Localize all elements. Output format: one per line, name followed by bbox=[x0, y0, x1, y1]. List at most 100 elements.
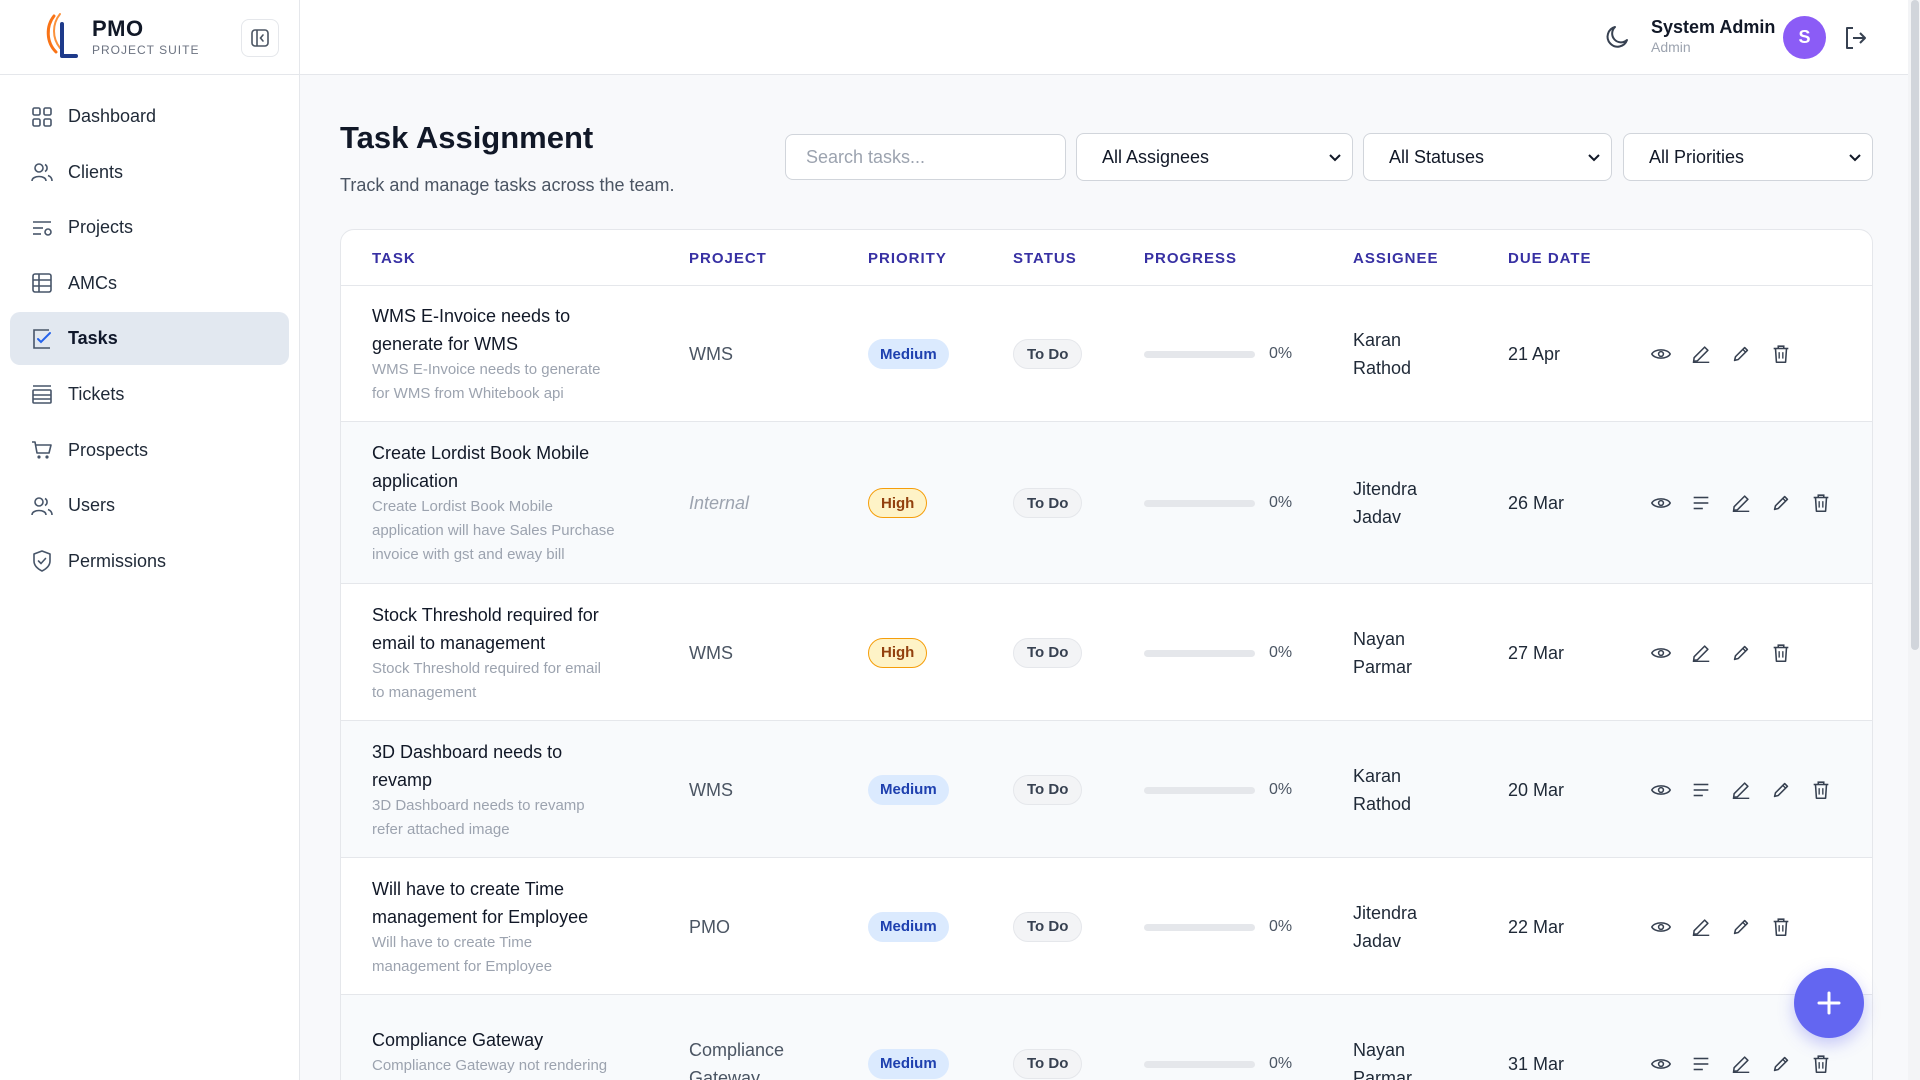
sidebar-item-permissions[interactable]: Permissions bbox=[10, 535, 289, 588]
table-row[interactable]: WMS E-Invoice needs to generate for WMS WM… bbox=[341, 286, 1872, 422]
task-description-line: Will have to create Time bbox=[372, 934, 533, 951]
trash-icon[interactable] bbox=[1769, 342, 1793, 366]
due-date: 26 Mar bbox=[1508, 493, 1565, 513]
task-check-icon bbox=[30, 327, 54, 351]
sidebar-item-projects[interactable]: Projects bbox=[10, 201, 289, 254]
row-actions bbox=[1649, 1052, 1849, 1076]
avatar[interactable]: S bbox=[1783, 16, 1826, 59]
tickets-icon bbox=[30, 382, 54, 406]
view-icon[interactable] bbox=[1649, 342, 1673, 366]
brand-subtitle: PROJECT SUITE bbox=[92, 43, 200, 57]
row-actions bbox=[1649, 915, 1809, 939]
notes-icon[interactable] bbox=[1689, 491, 1713, 515]
progress-bar bbox=[1144, 649, 1255, 657]
moon-icon[interactable] bbox=[1603, 22, 1633, 52]
status-badge: To Do bbox=[1013, 339, 1083, 369]
priority-filter-select[interactable]: All Priorities bbox=[1623, 133, 1873, 181]
trash-icon[interactable] bbox=[1809, 1052, 1833, 1076]
sidebar-item-tasks[interactable]: Tasks bbox=[10, 312, 289, 366]
column-header-progress[interactable]: PROGRESS bbox=[1144, 250, 1238, 267]
progress-value: 0% bbox=[1269, 1054, 1293, 1072]
project-name: PMO bbox=[689, 913, 819, 941]
project-name: Internal bbox=[689, 489, 819, 517]
assignee-filter-select[interactable]: All Assignees bbox=[1076, 133, 1353, 181]
task-title[interactable]: Stock Threshold required for email to man… bbox=[372, 601, 632, 657]
sidebar-item-clients[interactable]: Clients bbox=[10, 146, 289, 199]
table-row[interactable]: Will have to create Time management for E… bbox=[341, 858, 1872, 995]
sidebar-item-label: Projects bbox=[68, 217, 134, 238]
page-scrollbar-thumb[interactable] bbox=[1911, 0, 1919, 650]
table-row[interactable]: 3D Dashboard needs to revamp 3D Dashboard … bbox=[341, 721, 1872, 858]
pencil-icon[interactable] bbox=[1769, 491, 1793, 515]
logout-icon[interactable] bbox=[1843, 25, 1869, 51]
sidebar-item-users[interactable]: Users bbox=[10, 479, 289, 532]
trash-icon[interactable] bbox=[1769, 915, 1793, 939]
cart-icon bbox=[30, 438, 54, 462]
assignee-name-line: Parmar bbox=[1353, 1068, 1413, 1080]
trash-icon[interactable] bbox=[1769, 641, 1793, 665]
due-date: 21 Apr bbox=[1508, 344, 1561, 364]
task-title[interactable]: WMS E-Invoice needs to generate for WMS bbox=[372, 302, 632, 358]
column-header-due-date[interactable]: DUE DATE bbox=[1508, 250, 1592, 267]
progress-bar bbox=[1144, 1060, 1255, 1068]
task-description: 3D Dashboard needs to revamp refer attach… bbox=[372, 794, 637, 842]
status-filter-select[interactable]: All Statuses bbox=[1363, 133, 1612, 181]
view-icon[interactable] bbox=[1649, 778, 1673, 802]
edit-icon[interactable] bbox=[1729, 778, 1753, 802]
assignee-name: Karan Rathod bbox=[1353, 762, 1443, 818]
sidebar-item-dashboard[interactable]: Dashboard bbox=[10, 90, 289, 143]
column-header-assignee[interactable]: ASSIGNEE bbox=[1353, 250, 1439, 267]
task-title[interactable]: 3D Dashboard needs to revamp bbox=[372, 738, 632, 794]
edit-icon[interactable] bbox=[1729, 1052, 1753, 1076]
pencil-icon[interactable] bbox=[1729, 641, 1753, 665]
task-description: Compliance Gateway not renderingreports … bbox=[372, 1054, 637, 1080]
task-title[interactable]: Create Lordist Book Mobile application bbox=[372, 439, 632, 495]
notes-icon[interactable] bbox=[1689, 778, 1713, 802]
task-title-line: WMS E-Invoice needs to bbox=[372, 306, 571, 326]
table-row[interactable]: Compliance Gateway Compliance Gateway not… bbox=[341, 995, 1872, 1080]
sidebar-item-amcs[interactable]: AMCs bbox=[10, 257, 289, 310]
due-date: 27 Mar bbox=[1508, 642, 1565, 663]
assignee-name-line: Rathod bbox=[1353, 794, 1412, 814]
view-icon[interactable] bbox=[1649, 1052, 1673, 1076]
column-header-task[interactable]: TASK bbox=[372, 250, 416, 267]
sidebar-item-label: Dashboard bbox=[68, 106, 157, 126]
task-description: Will have to create Time management for E… bbox=[372, 931, 637, 979]
view-icon[interactable] bbox=[1649, 491, 1673, 515]
status-badge: To Do bbox=[1013, 774, 1083, 805]
column-header-project[interactable]: PROJECT bbox=[689, 250, 767, 267]
trash-icon[interactable] bbox=[1809, 491, 1833, 515]
edit-icon[interactable] bbox=[1729, 491, 1753, 515]
pencil-icon[interactable] bbox=[1769, 1052, 1793, 1076]
view-icon[interactable] bbox=[1649, 641, 1673, 665]
edit-icon[interactable] bbox=[1689, 641, 1713, 665]
sidebar-collapse-button[interactable] bbox=[241, 19, 279, 57]
edit-icon[interactable] bbox=[1689, 342, 1713, 366]
view-icon[interactable] bbox=[1649, 915, 1673, 939]
chevron-down-icon bbox=[1849, 154, 1861, 162]
pencil-icon[interactable] bbox=[1729, 915, 1753, 939]
shield-icon bbox=[30, 549, 54, 573]
task-description-line: Compliance Gateway not rendering bbox=[372, 1057, 608, 1074]
search-input[interactable] bbox=[785, 134, 1066, 180]
task-title[interactable]: Will have to create Time management for E… bbox=[372, 875, 632, 931]
pencil-icon[interactable] bbox=[1729, 342, 1753, 366]
column-header-status[interactable]: STATUS bbox=[1013, 250, 1077, 267]
add-task-button[interactable] bbox=[1794, 968, 1864, 1038]
project-name-line: Compliance bbox=[689, 1040, 785, 1060]
notes-icon[interactable] bbox=[1689, 1052, 1713, 1076]
task-title[interactable]: Compliance Gateway bbox=[372, 1026, 632, 1054]
table-header: TASK PROJECT PRIORITY STATUS PROGRESS AS… bbox=[341, 230, 1872, 286]
trash-icon[interactable] bbox=[1809, 778, 1833, 802]
edit-icon[interactable] bbox=[1689, 915, 1713, 939]
pencil-icon[interactable] bbox=[1769, 778, 1793, 802]
status-badge: To Do bbox=[1013, 1048, 1083, 1079]
project-name: WMS bbox=[689, 776, 819, 804]
table-row[interactable]: Create Lordist Book Mobile application Cre… bbox=[341, 422, 1872, 584]
sidebar-item-tickets[interactable]: Tickets bbox=[10, 368, 289, 421]
sidebar-item-prospects[interactable]: Prospects bbox=[10, 424, 289, 477]
sidebar-item-label: Permissions bbox=[68, 550, 167, 571]
table-row[interactable]: Stock Threshold required for email to man… bbox=[341, 584, 1872, 721]
sidebar-nav: Dashboard Clients Projects AMCs Tasks Ti… bbox=[0, 75, 299, 605]
column-header-priority[interactable]: PRIORITY bbox=[868, 250, 947, 267]
